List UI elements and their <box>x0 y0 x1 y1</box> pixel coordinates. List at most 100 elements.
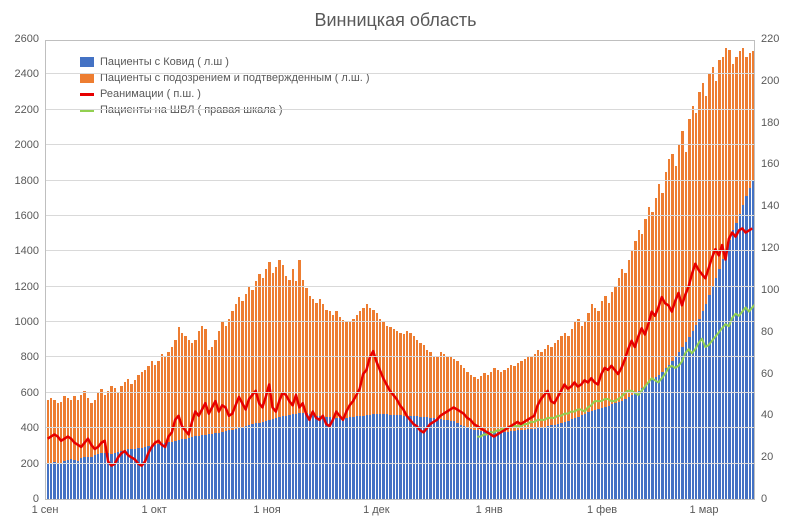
bar-covid <box>614 403 616 499</box>
bar-covid <box>305 413 307 499</box>
bar-covid <box>429 418 431 499</box>
bar-covid <box>60 463 62 499</box>
bar-covid <box>151 445 153 499</box>
bar-covid <box>618 402 620 499</box>
bar-covid <box>577 417 579 499</box>
bar-covid <box>678 352 680 499</box>
gridline <box>46 215 754 216</box>
bar-covid <box>352 417 354 499</box>
bar-covid <box>198 436 200 499</box>
bar-covid <box>567 421 569 499</box>
bar-covid <box>524 430 526 499</box>
bar-covid <box>214 433 216 499</box>
bar-covid <box>211 434 213 499</box>
y-left-tick: 2200 <box>15 104 39 116</box>
bar-covid <box>134 449 136 499</box>
bar-covid <box>698 319 700 499</box>
bar-covid <box>144 447 146 499</box>
bar-covid <box>493 432 495 499</box>
legend-swatch <box>80 73 94 83</box>
legend: Пациенты с Ковид ( л.ш )Пациенты с подоз… <box>76 50 378 122</box>
bar-covid <box>147 446 149 499</box>
y-right-tick: 60 <box>761 368 773 380</box>
bar-covid <box>107 453 109 499</box>
bar-covid <box>100 453 102 499</box>
bar-covid <box>117 452 119 499</box>
bar-covid <box>725 250 727 499</box>
bar-covid <box>510 431 512 499</box>
bar-covid <box>601 408 603 499</box>
bar-covid <box>752 181 754 499</box>
bar-covid <box>728 240 730 499</box>
bar-covid <box>631 395 633 499</box>
bar-covid <box>231 430 233 499</box>
bar-covid <box>70 459 72 499</box>
bar-covid <box>534 429 536 499</box>
bar-covid <box>322 416 324 499</box>
bar-covid <box>621 401 623 499</box>
y-left-tick: 1600 <box>15 210 39 222</box>
bar-covid <box>97 454 99 499</box>
bar-covid <box>661 372 663 499</box>
y-right-tick: 200 <box>761 75 779 87</box>
bar-covid <box>188 438 190 499</box>
bar-covid <box>80 458 82 499</box>
bar-covid <box>480 431 482 499</box>
bar-covid <box>349 417 351 499</box>
bar-covid <box>597 409 599 499</box>
bar-covid <box>201 435 203 499</box>
y-right-tick: 80 <box>761 326 773 338</box>
y-left-tick: 800 <box>21 351 39 363</box>
y-left-tick: 1000 <box>15 316 39 328</box>
bar-covid <box>450 421 452 499</box>
bar-covid <box>181 439 183 499</box>
bar-covid <box>167 442 169 499</box>
bar-covid <box>507 432 509 499</box>
bar-covid <box>83 457 85 499</box>
bar-covid <box>50 463 52 499</box>
bar-covid <box>339 418 341 499</box>
gridline <box>46 463 754 464</box>
y-right-tick: 120 <box>761 242 779 254</box>
bar-covid <box>604 407 606 499</box>
bar-covid <box>255 423 257 499</box>
bar-covid <box>436 419 438 500</box>
bar-covid <box>272 419 274 499</box>
gridline <box>46 427 754 428</box>
y-left-tick: 600 <box>21 387 39 399</box>
bar-covid <box>265 421 267 499</box>
bar-covid <box>53 462 55 499</box>
bar-covid <box>342 418 344 499</box>
y-right-tick: 20 <box>761 451 773 463</box>
plot-area: Пациенты с Ковид ( л.ш )Пациенты с подоз… <box>45 40 755 500</box>
y-right-tick: 140 <box>761 200 779 212</box>
gridline <box>46 392 754 393</box>
y-right-tick: 180 <box>761 117 779 129</box>
chart-title: Винницкая область <box>0 10 791 31</box>
bar-covid <box>325 417 327 499</box>
bar-covid <box>47 464 49 499</box>
bar-covid <box>517 430 519 499</box>
bar-covid <box>591 411 593 499</box>
y-left-tick: 2600 <box>15 33 39 45</box>
bar-covid <box>164 443 166 499</box>
bar-covid <box>611 404 613 499</box>
bar-covid <box>477 430 479 499</box>
bar-covid <box>137 448 139 499</box>
y-left-tick: 2000 <box>15 139 39 151</box>
bar-covid <box>221 432 223 499</box>
bar-covid <box>624 399 626 499</box>
bar-covid <box>157 444 159 499</box>
bar-covid <box>416 416 418 499</box>
gridline <box>46 180 754 181</box>
bar-covid <box>124 450 126 499</box>
bar-covid <box>262 422 264 499</box>
gridline <box>46 144 754 145</box>
bar-covid <box>120 451 122 499</box>
bar-covid <box>628 397 630 499</box>
bar-covid <box>104 453 106 499</box>
bar-covid <box>527 429 529 499</box>
bar-covid <box>298 413 300 499</box>
bar-covid <box>433 418 435 499</box>
bar-covid <box>356 416 358 499</box>
